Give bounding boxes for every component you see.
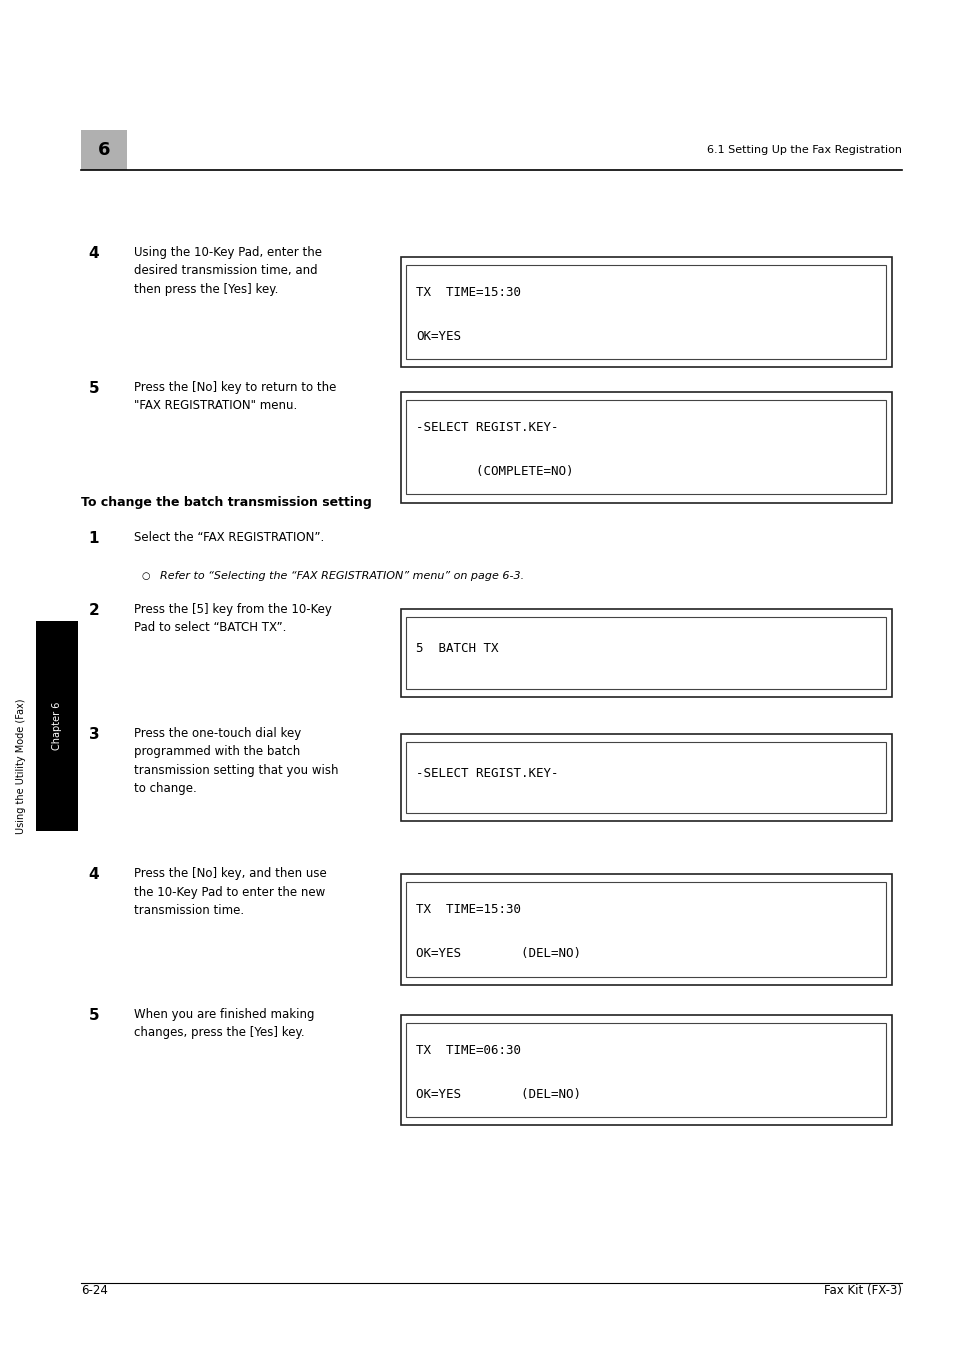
Text: 6-24: 6-24 — [81, 1283, 108, 1297]
Text: Press the [No] key, and then use
the 10-Key Pad to enter the new
transmission ti: Press the [No] key, and then use the 10-… — [133, 867, 326, 917]
Text: 5  BATCH TX: 5 BATCH TX — [416, 642, 497, 655]
Bar — [400, 734, 891, 821]
Text: 4: 4 — [89, 867, 99, 882]
Text: 1: 1 — [89, 531, 99, 546]
Text: -SELECT REGIST.KEY-: -SELECT REGIST.KEY- — [416, 420, 558, 434]
Bar — [406, 400, 885, 494]
Bar — [406, 265, 885, 359]
Bar — [400, 392, 891, 503]
Bar — [400, 257, 891, 367]
Bar — [81, 130, 127, 170]
Bar — [406, 742, 885, 813]
Text: OK=YES: OK=YES — [416, 330, 460, 343]
Text: OK=YES        (DEL=NO): OK=YES (DEL=NO) — [416, 1088, 580, 1101]
Text: Fax Kit (FX-3): Fax Kit (FX-3) — [822, 1283, 901, 1297]
Bar — [406, 1023, 885, 1117]
Text: -SELECT REGIST.KEY-: -SELECT REGIST.KEY- — [416, 766, 558, 780]
Text: 2: 2 — [89, 603, 99, 617]
Text: Using the 10-Key Pad, enter the
desired transmission time, and
then press the [Y: Using the 10-Key Pad, enter the desired … — [133, 246, 321, 296]
Text: Press the one-touch dial key
programmed with the batch
transmission setting that: Press the one-touch dial key programmed … — [133, 727, 337, 796]
Text: 6: 6 — [97, 141, 111, 159]
Text: 5: 5 — [89, 1008, 99, 1023]
Text: Using the Utility Mode (Fax): Using the Utility Mode (Fax) — [16, 698, 26, 835]
Bar — [400, 874, 891, 985]
Text: Press the [5] key from the 10-Key
Pad to select “BATCH TX”.: Press the [5] key from the 10-Key Pad to… — [133, 603, 331, 634]
Text: TX  TIME=15:30: TX TIME=15:30 — [416, 902, 520, 916]
Bar — [406, 617, 885, 689]
Text: (COMPLETE=NO): (COMPLETE=NO) — [416, 465, 573, 478]
Text: Chapter 6: Chapter 6 — [52, 703, 62, 750]
Text: Select the “FAX REGISTRATION”.: Select the “FAX REGISTRATION”. — [133, 531, 323, 544]
Text: 3: 3 — [89, 727, 99, 742]
Text: Refer to “Selecting the “FAX REGISTRATION” menu” on page 6-3.: Refer to “Selecting the “FAX REGISTRATIO… — [160, 571, 524, 581]
Bar — [406, 882, 885, 977]
Text: TX  TIME=15:30: TX TIME=15:30 — [416, 285, 520, 299]
Text: OK=YES        (DEL=NO): OK=YES (DEL=NO) — [416, 947, 580, 961]
Bar — [400, 609, 891, 697]
Text: TX  TIME=06:30: TX TIME=06:30 — [416, 1043, 520, 1056]
Text: 4: 4 — [89, 246, 99, 261]
Text: To change the batch transmission setting: To change the batch transmission setting — [81, 496, 372, 509]
Text: ○: ○ — [141, 571, 150, 581]
Text: 5: 5 — [89, 381, 99, 396]
Text: When you are finished making
changes, press the [Yes] key.: When you are finished making changes, pr… — [133, 1008, 314, 1039]
Bar — [36, 621, 78, 831]
Bar — [400, 1015, 891, 1125]
Text: 6.1 Setting Up the Fax Registration: 6.1 Setting Up the Fax Registration — [706, 145, 901, 155]
Text: Press the [No] key to return to the
"FAX REGISTRATION" menu.: Press the [No] key to return to the "FAX… — [133, 381, 335, 412]
